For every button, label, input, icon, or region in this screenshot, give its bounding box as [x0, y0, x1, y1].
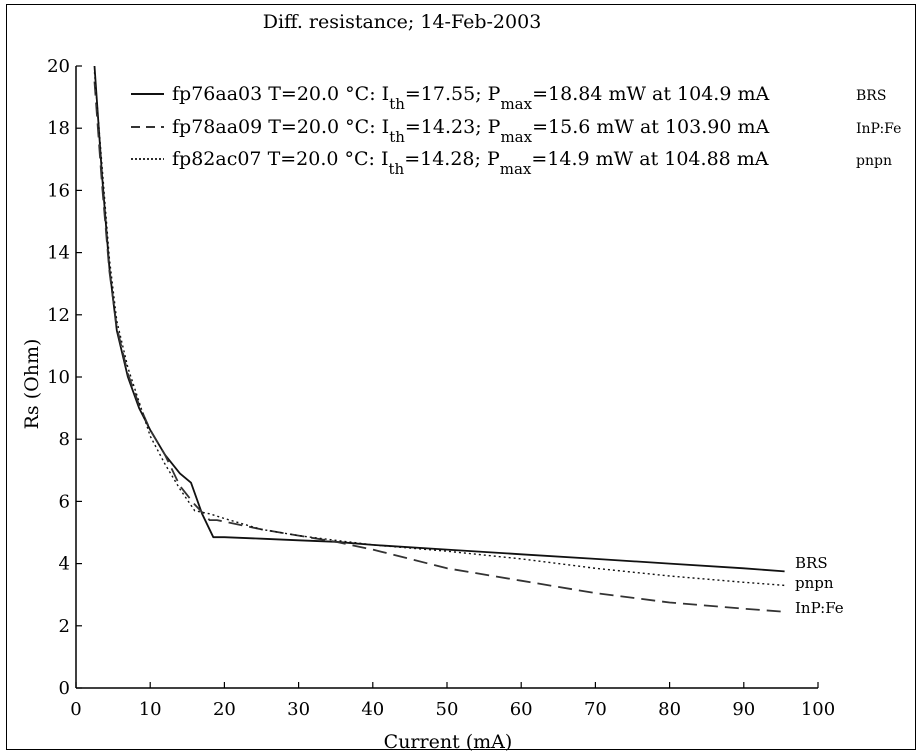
legend-pmax-symbol: P	[488, 116, 501, 138]
y-tick-label: 6	[59, 491, 70, 512]
y-tick-label: 14	[47, 243, 70, 264]
legend-ith-value: =14.28;	[404, 148, 487, 170]
y-axis-label: Rs (Ohm)	[21, 339, 43, 430]
legend-pmax-value: =14.9 mW at 104.88 mA	[531, 148, 768, 170]
y-tick-label: 12	[47, 305, 70, 326]
x-tick-label: 100	[801, 699, 835, 720]
chart-frame	[6, 4, 916, 750]
legend-tag: BRS	[856, 88, 886, 104]
legend-pmax-subscript: max	[500, 95, 532, 113]
legend-entry: fp78aa09 T=20.0 °C: Ith=14.23; Pmax=15.6…	[131, 116, 901, 146]
series-line-inp-fe	[93, 81, 785, 613]
y-tick-label: 10	[47, 367, 70, 388]
legend-pmax-subscript: max	[500, 128, 532, 146]
legend-ith-subscript: th	[389, 160, 405, 178]
axes: 0 10 20 30 40 50 60 70 80 90 100 0 2 4 6 8 10 12 14 16 18 20	[47, 56, 835, 720]
x-tick-label: 90	[732, 699, 755, 720]
y-tick-label: 20	[47, 56, 70, 77]
y-tick-label: 4	[59, 554, 70, 575]
series-end-label: InP:Fe	[795, 599, 844, 617]
legend-ith-symbol: I	[381, 148, 389, 170]
legend-pmax-symbol: P	[488, 83, 501, 105]
x-tick-label: 50	[436, 699, 459, 720]
legend-pmax-value: =18.84 mW at 104.9 mA	[532, 83, 769, 105]
series-layer	[93, 65, 785, 613]
legend-ith-value: =14.23;	[405, 116, 488, 138]
chart-title: Diff. resistance; 14-Feb-2003	[263, 11, 542, 33]
y-tick-label: 8	[59, 429, 70, 450]
y-tick-label: 18	[47, 118, 70, 139]
legend-temp: T=20.0 °C:	[268, 83, 381, 105]
legend-temp: T=20.0 °C:	[268, 116, 381, 138]
legend-temp: T=20.0 °C:	[268, 148, 381, 170]
legend-ith-value: =17.55;	[405, 83, 488, 105]
legend-ith-symbol: I	[382, 116, 390, 138]
x-tick-label: 10	[139, 699, 162, 720]
y-tick-label: 0	[59, 678, 70, 699]
legend-pmax-subscript: max	[500, 160, 532, 178]
legend-device: fp76aa03	[172, 83, 268, 105]
legend-text: fp78aa09 T=20.0 °C: Ith=14.23; Pmax=15.6…	[172, 116, 769, 146]
legend-entry: fp82ac07 T=20.0 °C: Ith=14.28; Pmax=14.9…	[131, 148, 892, 178]
legend-ith-symbol: I	[382, 83, 390, 105]
legend-text: fp82ac07 T=20.0 °C: Ith=14.28; Pmax=14.9…	[172, 148, 769, 178]
y-tick-label: 16	[47, 180, 70, 201]
legend-tag: pnpn	[856, 153, 892, 169]
legend-ith-subscript: th	[389, 95, 405, 113]
legend-pmax-symbol: P	[487, 148, 500, 170]
series-line-pnpn	[93, 72, 785, 587]
legend-entry: fp76aa03 T=20.0 °C: Ith=17.55; Pmax=18.8…	[131, 83, 886, 113]
legend-text: fp76aa03 T=20.0 °C: Ith=17.55; Pmax=18.8…	[172, 83, 769, 113]
legend-ith-subscript: th	[389, 128, 405, 146]
end-labels: BRS InP:Fe pnpn	[795, 554, 844, 617]
legend-tag: InP:Fe	[856, 121, 901, 137]
series-end-label: BRS	[795, 554, 828, 572]
series-end-label: pnpn	[795, 574, 834, 592]
legend: fp76aa03 T=20.0 °C: Ith=17.55; Pmax=18.8…	[131, 83, 901, 178]
x-axis-label: Current (mA)	[384, 731, 513, 753]
y-tick-label: 2	[59, 616, 70, 637]
x-tick-label: 40	[361, 699, 384, 720]
x-tick-label: 30	[287, 699, 310, 720]
legend-pmax-value: =15.6 mW at 103.90 mA	[532, 116, 769, 138]
x-tick-label: 0	[70, 699, 81, 720]
x-tick-label: 60	[510, 699, 533, 720]
x-tick-label: 70	[584, 699, 607, 720]
series-line-brs	[93, 65, 785, 573]
x-tick-label: 80	[658, 699, 681, 720]
legend-device: fp82ac07	[172, 148, 268, 170]
x-tick-label: 20	[213, 699, 236, 720]
legend-device: fp78aa09	[172, 116, 268, 138]
